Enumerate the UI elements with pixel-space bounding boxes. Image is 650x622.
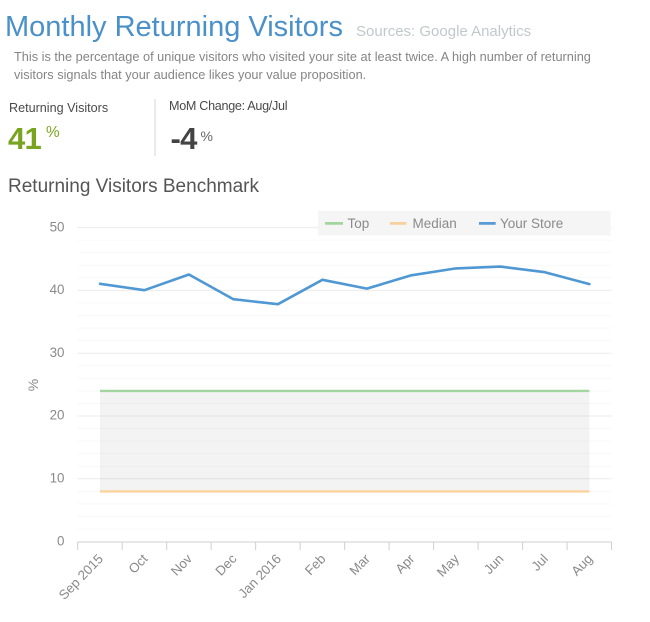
svg-text:10: 10 [50, 471, 65, 486]
svg-text:Top: Top [348, 216, 370, 231]
svg-text:May: May [434, 551, 462, 580]
svg-text:Nov: Nov [168, 551, 195, 579]
svg-text:30: 30 [50, 345, 65, 360]
svg-text:Apr: Apr [392, 551, 418, 577]
svg-text:Mar: Mar [346, 551, 373, 578]
svg-text:Jun: Jun [481, 551, 507, 577]
svg-text:Jul: Jul [528, 551, 551, 574]
svg-text:%: % [25, 379, 41, 391]
svg-text:Median: Median [413, 216, 457, 231]
svg-text:Sep 2015: Sep 2015 [56, 551, 106, 602]
svg-text:Aug: Aug [568, 551, 595, 578]
svg-text:Feb: Feb [302, 551, 329, 578]
svg-text:0: 0 [57, 533, 64, 548]
svg-text:Your Store: Your Store [500, 216, 563, 231]
svg-text:Dec: Dec [212, 551, 239, 579]
svg-text:Jan 2016: Jan 2016 [235, 551, 284, 601]
svg-text:50: 50 [50, 219, 65, 234]
svg-text:40: 40 [50, 282, 65, 297]
svg-text:20: 20 [50, 408, 65, 423]
svg-text:Oct: Oct [125, 551, 150, 577]
